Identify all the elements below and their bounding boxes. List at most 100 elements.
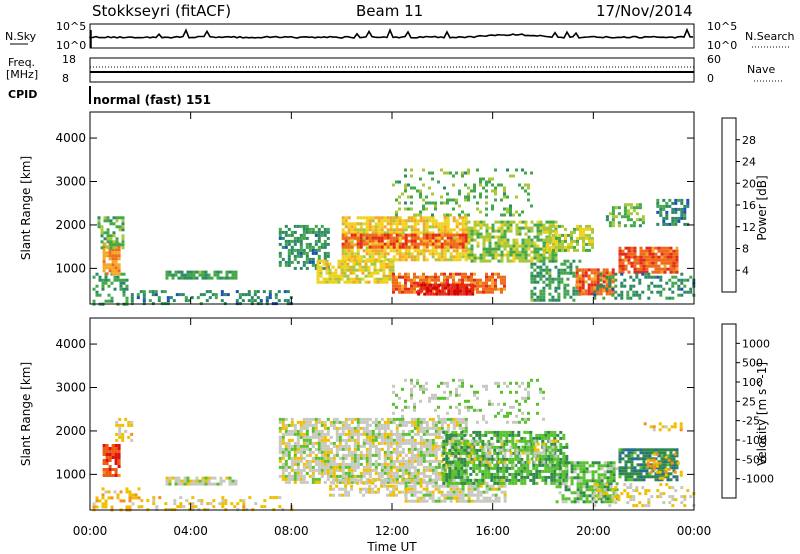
heatmap-cell xyxy=(663,261,667,265)
heatmap-cell xyxy=(425,228,429,232)
heatmap-cell xyxy=(137,505,141,509)
heatmap-cell xyxy=(511,442,515,446)
heatmap-cell xyxy=(186,479,190,483)
heatmap-cell xyxy=(377,435,381,439)
heatmap-cell xyxy=(482,490,486,494)
heatmap-cell xyxy=(410,435,414,439)
heatmap-cell xyxy=(117,266,121,270)
heatmap-cell xyxy=(539,232,543,236)
heatmap-cell xyxy=(356,429,360,433)
heatmap-cell xyxy=(347,453,351,457)
heatmap-cell xyxy=(302,435,306,439)
heatmap-cell xyxy=(293,462,297,466)
heatmap-cell xyxy=(431,233,435,237)
heatmap-cell xyxy=(511,433,515,437)
heatmap-cell xyxy=(611,289,615,293)
heatmap-cell xyxy=(440,234,444,238)
heatmap-cell xyxy=(115,240,119,244)
heatmap-cell xyxy=(293,450,297,454)
heatmap-cell xyxy=(465,286,469,290)
heatmap-cell xyxy=(485,490,489,494)
heatmap-cell xyxy=(386,222,390,226)
heatmap-cell xyxy=(565,457,569,461)
heatmap-cell xyxy=(128,499,132,503)
heatmap-cell xyxy=(392,287,395,291)
heatmap-cell xyxy=(523,439,527,443)
heatmap-cell xyxy=(425,281,428,285)
heatmap-cell xyxy=(445,430,449,434)
heatmap-cell xyxy=(431,484,435,488)
heatmap-cell xyxy=(663,246,667,250)
heatmap-cell xyxy=(527,244,531,248)
heatmap-cell xyxy=(527,451,531,455)
heatmap-cell xyxy=(457,481,461,485)
heatmap-cell xyxy=(497,235,501,239)
heatmap-cell xyxy=(341,219,345,223)
heatmap-cell xyxy=(451,475,455,479)
heatmap-cell xyxy=(374,471,378,475)
heatmap-cell xyxy=(665,281,669,285)
heatmap-cell xyxy=(460,457,464,461)
heatmap-cell xyxy=(401,462,405,466)
heatmap-cell xyxy=(317,420,321,424)
heatmap-cell xyxy=(420,283,424,287)
heatmap-cell xyxy=(599,274,603,278)
heatmap-cell xyxy=(106,219,110,223)
heatmap-cell xyxy=(434,222,438,226)
heatmap-cell xyxy=(389,429,393,433)
heatmap-cell xyxy=(347,252,351,256)
heatmap-cell xyxy=(502,469,506,473)
heatmap-cell xyxy=(392,417,396,421)
heatmap-cell xyxy=(117,474,121,477)
heatmap-cell xyxy=(293,248,297,252)
heatmap-cell xyxy=(392,465,396,469)
heatmap-cell xyxy=(422,480,426,484)
heatmap-cell xyxy=(608,221,612,225)
heatmap-cell xyxy=(359,239,363,243)
heatmap-cell xyxy=(377,249,381,253)
heatmap-cell xyxy=(674,201,678,205)
heatmap-cell xyxy=(268,290,272,294)
heatmap-cell xyxy=(311,474,315,478)
heatmap-cell xyxy=(533,292,537,296)
heatmap-cell xyxy=(445,439,449,443)
heatmap-cell xyxy=(559,451,563,455)
heatmap-cell xyxy=(95,293,99,297)
heatmap-cell xyxy=(428,236,432,240)
heatmap-cell xyxy=(362,426,366,430)
heatmap-cell xyxy=(380,438,384,442)
heatmap-cell xyxy=(314,429,318,433)
heatmap-cell xyxy=(380,478,384,482)
heatmap-cell xyxy=(344,252,348,256)
heatmap-cell xyxy=(338,487,342,491)
heatmap-cell xyxy=(207,482,211,486)
heatmap-cell xyxy=(645,270,649,274)
heatmap-cell xyxy=(505,430,509,434)
heatmap-cell xyxy=(533,460,537,464)
heatmap-cell xyxy=(461,275,464,279)
heatmap-cell xyxy=(365,246,369,250)
heatmap-cell xyxy=(450,286,454,290)
heatmap-cell xyxy=(377,222,381,226)
heatmap-cell xyxy=(320,429,324,433)
heatmap-cell xyxy=(488,278,491,282)
heatmap-cell xyxy=(413,290,416,294)
heatmap-cell xyxy=(651,246,655,250)
heatmap-cell xyxy=(575,277,579,281)
heatmap-cell xyxy=(410,168,413,172)
heatmap-cell xyxy=(491,253,495,257)
heatmap-cell xyxy=(335,450,339,454)
heatmap-cell xyxy=(356,465,360,469)
heatmap-cell xyxy=(410,462,414,466)
heatmap-cell xyxy=(386,478,390,482)
heatmap-cell xyxy=(299,480,303,484)
heatmap-cell xyxy=(502,481,506,485)
heatmap-cell xyxy=(449,252,453,256)
heatmap-cell xyxy=(416,234,420,238)
heatmap-cell xyxy=(302,423,306,427)
heatmap-cell xyxy=(478,454,482,458)
heatmap-cell xyxy=(470,226,474,230)
heatmap-cell xyxy=(395,468,399,472)
heatmap-cell xyxy=(500,281,503,285)
heatmap-cell xyxy=(284,242,288,246)
